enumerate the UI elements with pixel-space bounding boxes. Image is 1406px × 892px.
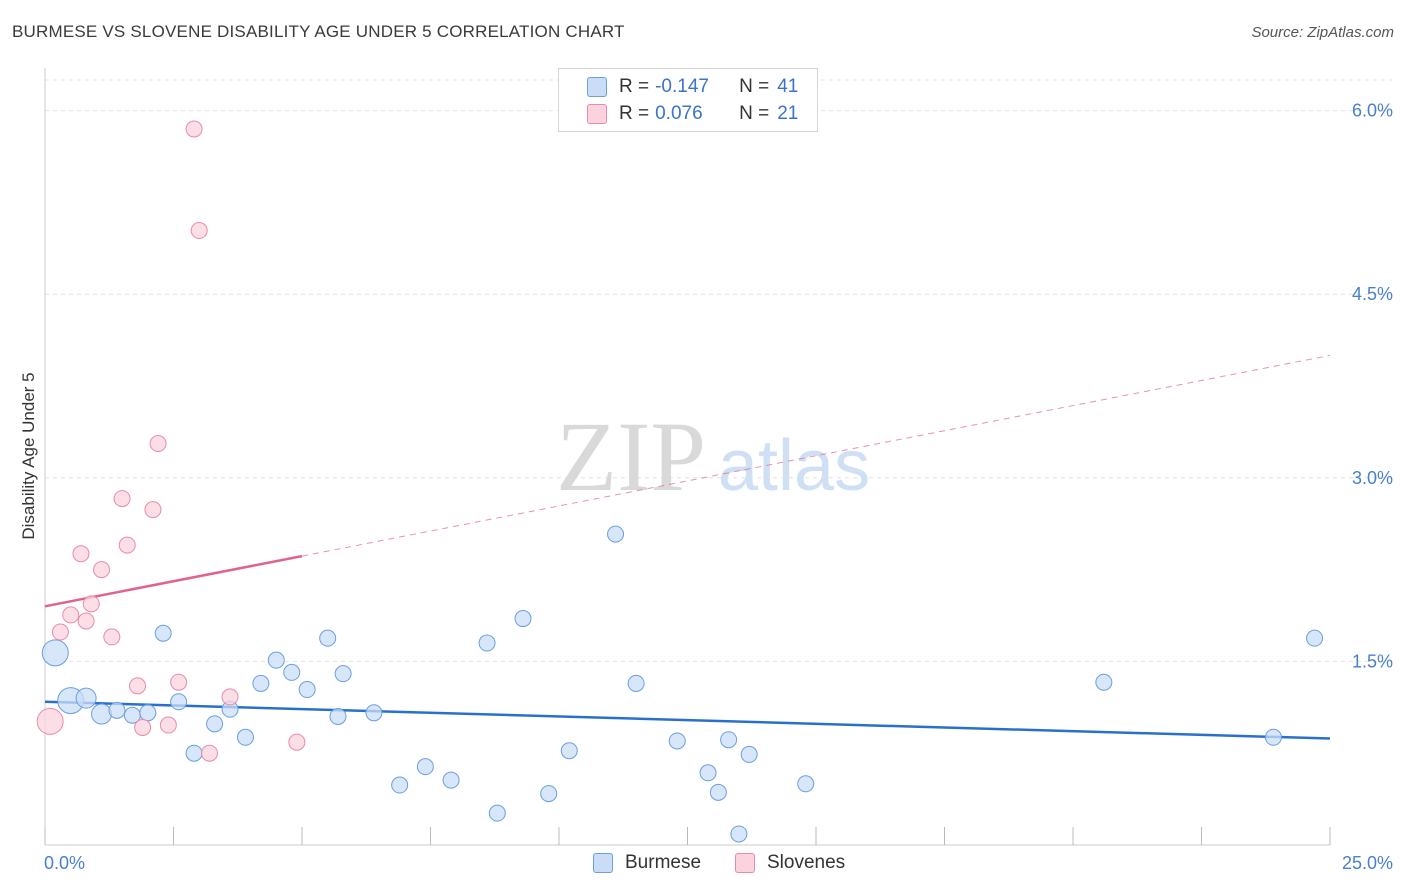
slovenes-trend-extension — [301, 354, 1331, 557]
watermark-zip: ZIP — [556, 401, 706, 512]
legend-swatch-slovenes — [587, 104, 607, 124]
burmese-point — [170, 693, 188, 711]
gridlines — [45, 79, 1392, 662]
x-tick-label: 0.0% — [44, 853, 85, 873]
burmese-point — [627, 674, 645, 692]
burmese-point — [442, 771, 460, 789]
burmese-point — [236, 728, 254, 746]
y-axis-label: Disability Age Under 5 — [19, 372, 38, 539]
burmese-point — [139, 704, 157, 722]
legend-n-label: N = — [739, 76, 770, 97]
burmese-point — [334, 665, 352, 683]
burmese-point — [797, 775, 815, 793]
legend-r-label: R = — [619, 103, 650, 124]
slovenes-point — [51, 623, 69, 641]
legend-swatch-burmese — [587, 77, 607, 97]
legend: R = -0.147 N = 41 R = 0.076 N = 21 — [558, 68, 818, 132]
legend-row-slovenes: R = 0.076 N = 21 — [587, 101, 798, 127]
burmese-point — [607, 525, 625, 543]
source-credit: Source: ZipAtlas.com — [1251, 24, 1394, 41]
burmese-point — [283, 663, 301, 681]
burmese-point — [540, 785, 558, 803]
burmese-point — [560, 742, 578, 760]
slovenes-point — [93, 561, 111, 579]
burmese-point — [206, 715, 224, 733]
burmese-point — [267, 651, 285, 669]
burmese-point — [185, 744, 203, 762]
slovenes-swatch — [735, 853, 755, 873]
x-tick-label: 25.0% — [1342, 853, 1393, 873]
burmese-point — [154, 624, 172, 642]
burmese-point — [668, 732, 686, 750]
burmese-point — [740, 745, 758, 763]
series-legend-slovenes[interactable]: Slovenes — [735, 852, 845, 874]
burmese-point — [252, 674, 270, 692]
burmese-trend-line — [44, 700, 1331, 740]
slovenes-point — [62, 606, 80, 624]
y-tick-label: 4.5% — [1352, 284, 1393, 304]
slovenes-point — [118, 536, 136, 554]
slovenes-point — [72, 545, 90, 563]
burmese-point — [108, 701, 126, 719]
slovenes-point — [200, 744, 218, 762]
slovenes-point — [221, 688, 239, 706]
slovenes-point — [190, 222, 208, 240]
burmese-point — [319, 629, 337, 647]
slovenes-point — [159, 716, 177, 734]
burmese-point — [478, 634, 496, 652]
slovenes-point — [144, 501, 162, 519]
legend-row-burmese: R = -0.147 N = 41 — [587, 74, 798, 100]
chart-title: BURMESE VS SLOVENE DISABILITY AGE UNDER … — [12, 22, 625, 41]
burmese-point — [514, 610, 532, 628]
watermark-atlas: atlas — [718, 426, 870, 506]
burmese-point — [91, 703, 113, 725]
burmese-point — [1264, 728, 1282, 746]
slovenes-label: Slovenes — [767, 852, 846, 873]
legend-n-value: 21 — [777, 103, 799, 124]
legend-n-label: N = — [739, 103, 770, 124]
burmese-point — [75, 687, 97, 709]
legend-r-value: 0.076 — [655, 103, 703, 124]
burmese-point — [416, 758, 434, 776]
burmese-label: Burmese — [625, 852, 702, 873]
burmese-point — [720, 731, 738, 749]
slovenes-point — [170, 673, 188, 691]
burmese-point — [730, 825, 748, 843]
slovenes-point — [129, 677, 147, 695]
legend-n-value: 41 — [777, 76, 799, 97]
watermark: ZIP atlas — [556, 401, 870, 512]
slovenes-point — [134, 718, 152, 736]
slovenes-point — [185, 120, 203, 138]
series-legend: Burmese Slovenes — [0, 852, 1406, 878]
data-points — [36, 120, 1324, 843]
burmese-point — [391, 776, 409, 794]
y-tick-label: 1.5% — [1352, 651, 1393, 671]
legend-r-value: -0.147 — [655, 76, 709, 97]
burmese-point — [699, 764, 717, 782]
y-tick-label: 3.0% — [1352, 468, 1393, 488]
burmese-point — [1306, 629, 1324, 647]
tick-labels: 1.5% 3.0% 4.5% 6.0% 0.0% 25.0% — [44, 101, 1393, 873]
burmese-point — [41, 639, 69, 667]
slovenes-point — [288, 733, 306, 751]
burmese-point — [298, 681, 316, 699]
burmese-point — [488, 804, 506, 822]
slovenes-point — [113, 490, 131, 508]
slovenes-point — [149, 435, 167, 453]
slovenes-point — [103, 628, 121, 646]
y-tick-label: 6.0% — [1352, 101, 1393, 121]
slovenes-point — [77, 612, 95, 630]
burmese-point — [329, 707, 347, 725]
slovenes-point — [82, 595, 100, 613]
series-legend-burmese[interactable]: Burmese — [593, 852, 701, 874]
burmese-point — [1095, 673, 1113, 691]
slovenes-point — [36, 707, 64, 735]
burmese-swatch — [593, 853, 613, 873]
burmese-point — [709, 783, 727, 801]
slovenes-trend-line — [44, 554, 303, 608]
legend-r-label: R = — [619, 76, 650, 97]
burmese-point — [365, 704, 383, 722]
